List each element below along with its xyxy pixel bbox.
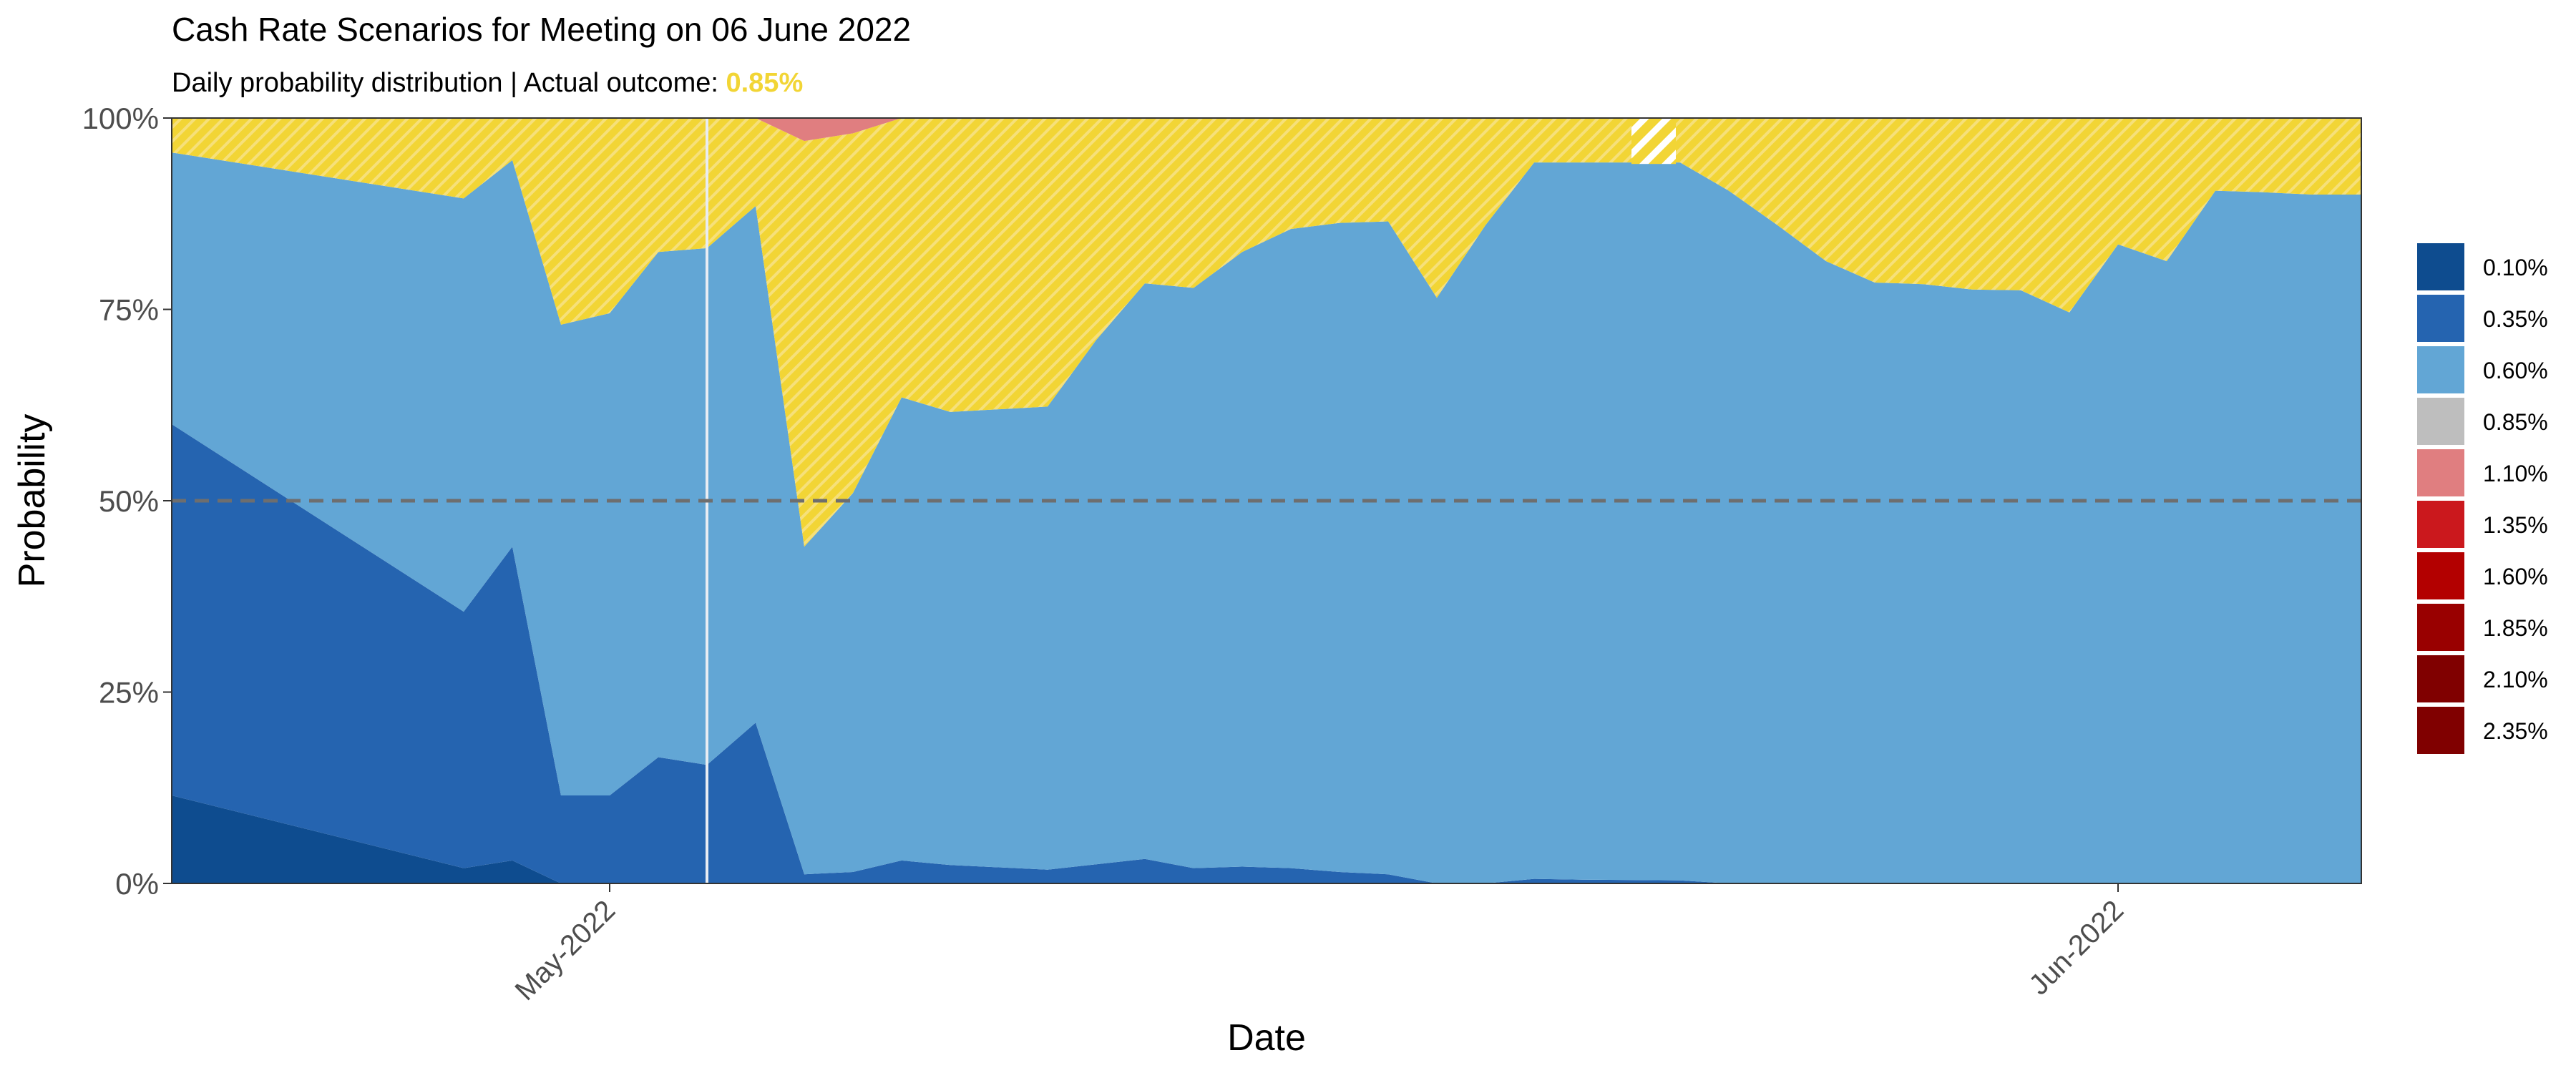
x-axis: May-2022 Jun-2022 [509, 883, 2129, 1006]
x-axis-title: Date [1227, 1017, 1306, 1059]
legend-label: 1.35% [2483, 512, 2548, 538]
subtitle-prefix: Daily probability distribution | Actual … [172, 68, 726, 98]
y-tick-label: 0% [115, 867, 159, 901]
legend-swatch [2417, 655, 2464, 702]
chart-title: Cash Rate Scenarios for Meeting on 06 Ju… [172, 11, 911, 48]
x-tick-label: Jun-2022 [2023, 894, 2129, 1001]
legend-swatch [2417, 552, 2464, 599]
subtitle-highlight: 0.85% [726, 68, 803, 98]
outcome-highlight-patch [1631, 118, 1676, 165]
y-tick-label: 50% [99, 484, 159, 518]
legend-label: 0.60% [2483, 358, 2548, 383]
legend-swatch [2417, 449, 2464, 496]
legend-label: 1.85% [2483, 615, 2548, 641]
y-axis: 0% 25% 50% 75% 100% [82, 102, 172, 901]
legend-label: 1.10% [2483, 461, 2548, 486]
y-tick-label: 100% [82, 102, 159, 135]
legend-swatch [2417, 346, 2464, 393]
legend-label: 0.85% [2483, 409, 2548, 435]
y-tick-label: 25% [99, 676, 159, 710]
legend-swatch [2417, 243, 2464, 290]
plot-overlays [172, 118, 2361, 883]
area-series-0-85pct [172, 118, 2361, 547]
legend-label: 1.60% [2483, 564, 2548, 589]
legend-swatch [2417, 295, 2464, 342]
y-tick-label: 75% [99, 293, 159, 327]
y-axis-title: Probability [11, 414, 53, 588]
legend-swatch [2417, 501, 2464, 548]
legend-swatch [2417, 707, 2464, 754]
x-tick-label: May-2022 [509, 894, 621, 1006]
area-series-0-10pct [172, 795, 2361, 883]
area-series-0-60pct [172, 152, 2361, 883]
legend-label: 2.10% [2483, 667, 2548, 692]
chart-subtitle: Daily probability distribution | Actual … [172, 68, 803, 98]
stacked-areas [172, 118, 2361, 883]
legend-swatch [2417, 604, 2464, 651]
area-series-0-35pct [172, 424, 2361, 883]
legend-label: 0.10% [2483, 255, 2548, 280]
legend-label: 0.35% [2483, 306, 2548, 332]
legend-swatch [2417, 398, 2464, 445]
legend: 0.10% 0.35% 0.60% 0.85% 1.10% 1.35% 1.60% 1.85%… [2417, 243, 2548, 754]
legend-label: 2.35% [2483, 718, 2548, 744]
